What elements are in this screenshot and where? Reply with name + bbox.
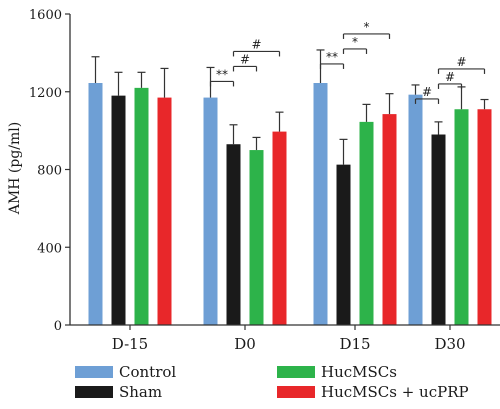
error-bar-d-15-control xyxy=(91,56,100,84)
legend-item: Sham xyxy=(75,383,162,401)
legend-label: HucMSCs xyxy=(321,363,397,381)
significance-label: ** xyxy=(326,50,338,64)
error-bar-d0-hucmscs-ucprp xyxy=(275,111,284,132)
legend-item: HucMSCs xyxy=(277,363,397,381)
significance-label: # xyxy=(422,85,432,99)
error-bar-d30-hucmscs xyxy=(457,86,466,110)
bar-d0-hucmscs-ucprp xyxy=(272,131,287,325)
bar-d30-hucmscs-ucprp xyxy=(477,109,492,326)
significance-bracket: * xyxy=(342,20,391,39)
significance-bracket: ** xyxy=(209,67,235,87)
legend: Control Sham HucMSCs HucMSCs + ucPRP xyxy=(75,363,469,401)
bar-d-15-hucmscs xyxy=(134,87,149,325)
significance-bracket: # xyxy=(437,70,463,89)
x-tick-label: D-15 xyxy=(112,335,148,353)
error-bar-d30-control xyxy=(411,84,420,95)
bar-d0-sham xyxy=(226,144,241,325)
legend-label: Sham xyxy=(119,383,162,401)
bar-d15-hucmscs-ucprp xyxy=(382,114,397,326)
bar-d0-control xyxy=(203,97,218,325)
x-tick-label: D30 xyxy=(434,335,465,353)
bar-d30-control xyxy=(408,94,423,326)
axes: 0 400 800 1200 1600 D-15 D0 D15 D30 xyxy=(29,8,500,353)
significance-label: * xyxy=(364,20,370,34)
bar-d15-sham xyxy=(336,164,351,325)
error-bar-d15-hucmscs-ucprp xyxy=(385,93,394,115)
significance-label: ** xyxy=(216,67,228,81)
legend-swatch xyxy=(75,366,113,378)
significance-bracket: ** xyxy=(319,50,345,69)
y-tick-label: 0 xyxy=(54,319,62,334)
error-bar-d30-hucmscs-ucprp xyxy=(480,98,489,110)
legend-swatch xyxy=(277,386,315,398)
significance-label: * xyxy=(352,35,358,49)
bar-d15-control xyxy=(313,83,328,325)
error-bar-d0-hucmscs xyxy=(252,136,261,151)
x-tick-label: D0 xyxy=(234,335,256,353)
bar-d-15-control xyxy=(88,83,103,325)
bar-d30-sham xyxy=(431,134,446,325)
bar-d-15-hucmscs-ucprp xyxy=(157,97,172,325)
significance-label: # xyxy=(456,55,466,69)
legend-item: Control xyxy=(75,363,176,381)
error-bar-d30-sham xyxy=(434,121,443,135)
legend-label: Control xyxy=(119,363,176,381)
bars-layer xyxy=(88,83,492,326)
y-tick-label: 1200 xyxy=(29,86,62,101)
significance-label: # xyxy=(251,37,261,51)
x-tick-label: D15 xyxy=(339,335,370,353)
y-tick-label: 1600 xyxy=(29,8,62,23)
error-bar-d0-sham xyxy=(229,124,238,145)
legend-swatch xyxy=(277,366,315,378)
significance-label: # xyxy=(240,52,250,66)
legend-label: HucMSCs + ucPRP xyxy=(321,383,469,401)
legend-swatch xyxy=(75,386,113,398)
error-bar-d-15-hucmscs-ucprp xyxy=(160,67,169,98)
y-tick-label: 800 xyxy=(37,164,62,179)
error-bars-layer xyxy=(91,49,489,165)
significance-bracket: # xyxy=(232,52,258,72)
significance-bracket: # xyxy=(414,85,440,104)
bar-d-15-sham xyxy=(111,95,126,325)
significance-layer: **##****### xyxy=(209,20,486,104)
bar-d30-hucmscs xyxy=(454,109,469,326)
error-bar-d-15-hucmscs xyxy=(137,71,146,88)
significance-bracket: # xyxy=(437,55,486,74)
error-bar-d-15-sham xyxy=(114,71,123,96)
bar-d0-hucmscs xyxy=(249,150,264,325)
y-axis-title: AMH (pg/ml) xyxy=(7,122,23,215)
y-tick-label: 400 xyxy=(37,241,62,256)
bar-d15-hucmscs xyxy=(359,121,374,325)
significance-bracket: # xyxy=(232,37,281,57)
error-bar-d15-hucmscs xyxy=(362,103,371,122)
significance-bracket: * xyxy=(342,35,368,54)
error-bar-d15-sham xyxy=(339,138,348,165)
significance-label: # xyxy=(445,70,455,84)
legend-item: HucMSCs + ucPRP xyxy=(277,383,469,401)
